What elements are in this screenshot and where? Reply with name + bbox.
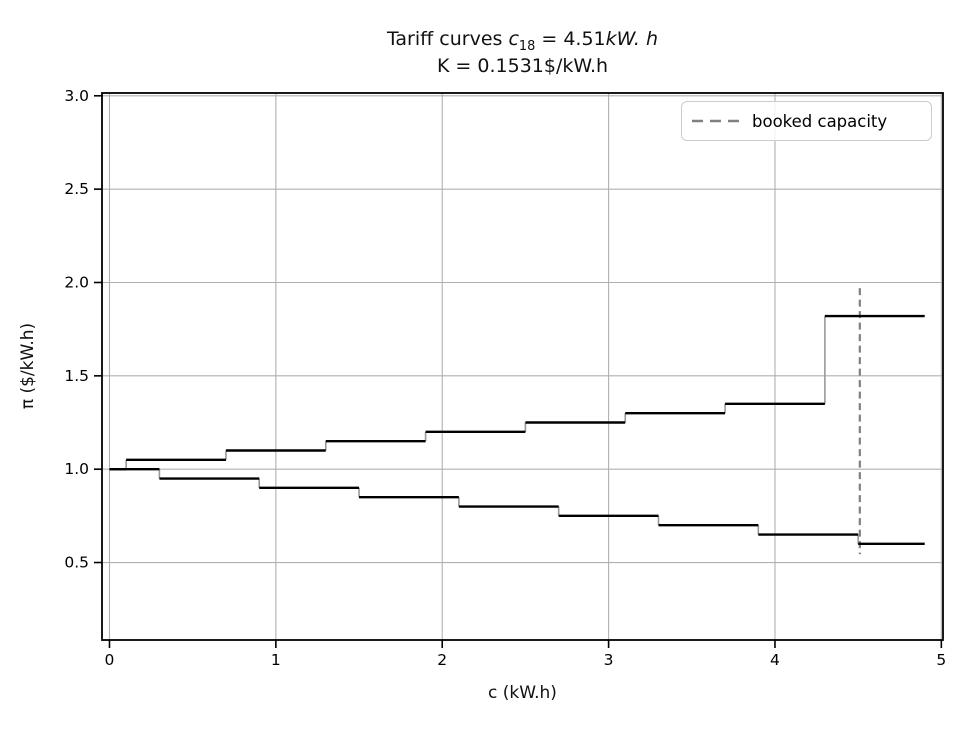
step-curve-lower: [109, 467, 925, 546]
title-math-var: c: [508, 28, 519, 50]
x-tick-label: 5: [936, 651, 946, 669]
x-axis-label: c (kW.h): [488, 683, 557, 703]
title-text: Tariff curves: [386, 28, 509, 50]
x-tick-label: 0: [105, 651, 115, 669]
y-axis-label: π ($/kW.h): [18, 322, 38, 410]
title-equation: = 4.51: [535, 28, 606, 50]
chart-title: Tariff curves c18 = 4.51kW. h K = 0.1531…: [102, 26, 943, 80]
x-tick-label: 4: [770, 651, 780, 669]
legend-dashed-line-sample: [692, 119, 740, 123]
title-math-subscript: 18: [518, 38, 536, 54]
y-axis-ticks: 0.5 1.0 1.5 2.0 2.5 3.0: [64, 87, 102, 572]
grid-lines: [102, 93, 943, 640]
chart-title-line1: Tariff curves c18 = 4.51kW. h: [102, 26, 943, 53]
x-tick-label: 2: [437, 651, 447, 669]
x-axis-ticks: 0 1 2 3 4 5: [105, 640, 946, 669]
axes-spines: [101, 92, 944, 641]
step-curve-upper: [109, 314, 925, 471]
y-tick-label: 1.0: [64, 460, 89, 478]
title-unit: kW. h: [605, 28, 659, 50]
y-tick-label: 1.5: [64, 367, 89, 385]
y-tick-label: 0.5: [64, 554, 89, 572]
legend-item-label: booked capacity: [752, 111, 888, 131]
y-tick-label: 2.0: [64, 273, 89, 291]
chart-title-line2: K = 0.1531$/kW.h: [436, 55, 609, 77]
x-tick-label: 3: [604, 651, 614, 669]
y-tick-label: 2.5: [64, 180, 89, 198]
x-tick-label: 1: [271, 651, 281, 669]
legend: booked capacity: [681, 101, 932, 141]
y-tick-label: 3.0: [64, 87, 89, 105]
